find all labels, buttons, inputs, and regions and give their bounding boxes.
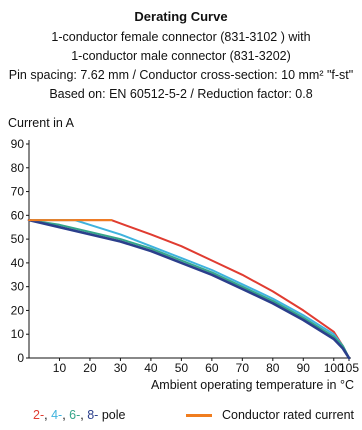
legend-rated-current: Conductor rated current	[185, 408, 354, 422]
y-tick-label-40: 40	[11, 256, 25, 270]
y-tick-label-60: 60	[11, 208, 25, 222]
y-axis-label: Current in A	[8, 116, 75, 130]
x-tick-label-30: 30	[114, 361, 128, 375]
x-tick-label-105: 105	[339, 361, 359, 375]
subtitle-line-3: Pin spacing: 7.62 mm / Conductor cross-s…	[8, 68, 354, 82]
y-tick-label-70: 70	[11, 185, 25, 199]
series-line-2	[28, 219, 350, 359]
series-line-6	[28, 219, 350, 359]
series-line-4	[28, 219, 350, 359]
legend: 2-, 4-, 6-, 8- pole Conductor rated curr…	[0, 408, 362, 426]
series-line-8	[27, 218, 351, 360]
x-tick-label-60: 60	[205, 361, 219, 375]
y-tick-label-50: 50	[11, 232, 25, 246]
legend-rated-line	[185, 413, 212, 417]
y-tick-label-30: 30	[11, 280, 25, 294]
x-tick-label-20: 20	[83, 361, 97, 375]
legend-pole-6: 8-	[87, 408, 99, 422]
legend-pole-list: 2-, 4-, 6-, 8- pole	[33, 408, 125, 422]
x-tick-label-10: 10	[53, 361, 67, 375]
subtitle-line-2: 1-conductor male connector (831-3202)	[71, 49, 291, 63]
legend-pole-3: ,	[62, 408, 70, 422]
x-tick-label-50: 50	[175, 361, 189, 375]
y-tick-label-20: 20	[11, 303, 25, 317]
y-tick-label-0: 0	[17, 351, 24, 365]
y-tick-label-80: 80	[11, 161, 25, 175]
x-tick-label-90: 90	[297, 361, 311, 375]
x-tick-label-100: 100	[324, 361, 344, 375]
legend-pole-4: 6-	[69, 408, 81, 422]
legend-rated-label: Conductor rated current	[221, 408, 354, 422]
legend-pole-1: ,	[44, 408, 52, 422]
y-tick-label-10: 10	[11, 327, 25, 341]
chart-header: Derating Curve 1-conductor female connec…	[0, 8, 362, 104]
chart-title: Derating Curve	[134, 9, 228, 24]
legend-pole-0: 2-	[33, 408, 45, 422]
subtitle-line-1: 1-conductor female connector (831-3102 )…	[51, 30, 311, 44]
x-tick-label-80: 80	[266, 361, 280, 375]
x-tick-label-40: 40	[144, 361, 158, 375]
legend-pole-5: ,	[80, 408, 88, 422]
legend-pole-7: pole	[98, 408, 126, 422]
x-axis-label: Ambient operating temperature in °C	[150, 378, 354, 392]
y-tick-label-90: 90	[11, 137, 25, 151]
subtitle-line-4: Based on: EN 60512-5-2 / Reduction facto…	[49, 87, 313, 101]
x-tick-label-70: 70	[236, 361, 250, 375]
legend-pole-2: 4-	[51, 408, 63, 422]
